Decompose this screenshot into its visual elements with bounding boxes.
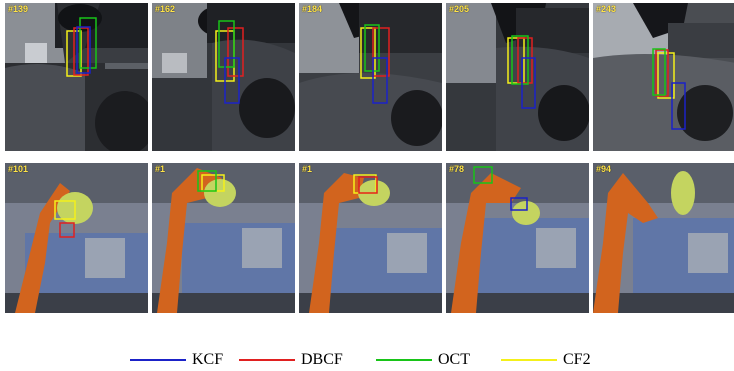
frame-number: #1: [155, 164, 166, 174]
oct-box: [218, 20, 235, 68]
oct-box: [473, 166, 493, 184]
dbcf-box: [372, 27, 390, 77]
cf2-box: [54, 200, 76, 220]
legend-swatch-kcf: [130, 359, 186, 361]
robot-arm-scene: [299, 163, 442, 313]
top-frame-2: #162: [152, 3, 295, 151]
dbcf-box: [73, 27, 89, 76]
legend-label-oct: OCT: [438, 351, 470, 368]
bottom-frame-3: #1: [299, 163, 442, 313]
frame-number: #162: [155, 4, 176, 14]
cf2-box: [201, 174, 225, 192]
car-door-scene: [5, 3, 148, 151]
dbcf-box: [358, 176, 378, 194]
bottom-frame-1: #101: [5, 163, 148, 313]
bottom-frame-4: #78: [446, 163, 589, 313]
kcf-box: [76, 26, 91, 74]
cf2-box: [507, 37, 525, 84]
tracker-boxes: [353, 174, 378, 194]
legend-swatch-cf2: [501, 359, 557, 361]
robot-arm-scene: [593, 163, 734, 313]
legend: KCF DBCF OCT CF2: [0, 350, 734, 370]
top-frame-4: #205: [446, 3, 589, 151]
car-door-scene: [152, 3, 295, 151]
legend-label-cf2: CF2: [563, 351, 591, 368]
bottom-frame-2: #1: [152, 163, 295, 313]
robot-arm-scene: [5, 163, 148, 313]
kcf-box: [521, 57, 536, 109]
top-frame-5: #243: [593, 3, 734, 151]
tracker-boxes: [473, 166, 528, 211]
oct-box: [511, 35, 529, 85]
oct-box: [197, 170, 217, 192]
dbcf-box: [655, 49, 669, 97]
legend-item-kcf: KCF: [130, 350, 223, 370]
tracker-boxes: [507, 35, 536, 109]
frame-number: #101: [8, 164, 29, 174]
tracker-boxes: [197, 170, 225, 192]
frame-number: #205: [449, 4, 470, 14]
legend-swatch-oct: [376, 359, 432, 361]
oct-box: [652, 48, 666, 96]
frame-number: #94: [596, 164, 612, 174]
legend-item-cf2: CF2: [501, 350, 591, 370]
frame-number: #78: [449, 164, 465, 174]
dbcf-box: [227, 27, 244, 77]
dbcf-box: [59, 222, 75, 238]
cf2-box: [360, 27, 376, 79]
oct-box: [79, 17, 97, 69]
bottom-frame-5: #94: [593, 163, 734, 313]
frame-number: #243: [596, 4, 617, 14]
legend-label-dbcf: DBCF: [301, 351, 343, 368]
kcf-box: [671, 82, 686, 130]
oct-box: [364, 24, 380, 72]
tracker-boxes: [54, 200, 76, 238]
tracker-boxes: [66, 17, 97, 77]
legend-item-oct: OCT: [376, 350, 470, 370]
tracker-boxes: [215, 20, 244, 104]
frame-number: #139: [8, 4, 29, 14]
top-frame-3: #184: [299, 3, 442, 151]
legend-swatch-dbcf: [239, 359, 295, 361]
kcf-box: [372, 57, 388, 104]
frame-number: #1: [302, 164, 313, 174]
legend-label-kcf: KCF: [192, 351, 224, 368]
kcf-box: [224, 57, 240, 104]
car-door-scene: [593, 3, 734, 151]
robot-arm-scene: [446, 163, 589, 313]
frame-number: #184: [302, 4, 323, 14]
tracker-boxes: [360, 24, 390, 104]
robot-arm-scene: [152, 163, 295, 313]
top-frame-1: #139: [5, 3, 148, 151]
legend-item-dbcf: DBCF: [239, 350, 343, 370]
kcf-box: [510, 197, 528, 211]
dbcf-box: [517, 37, 533, 84]
cf2-box: [657, 52, 675, 99]
tracker-boxes: [652, 48, 686, 130]
